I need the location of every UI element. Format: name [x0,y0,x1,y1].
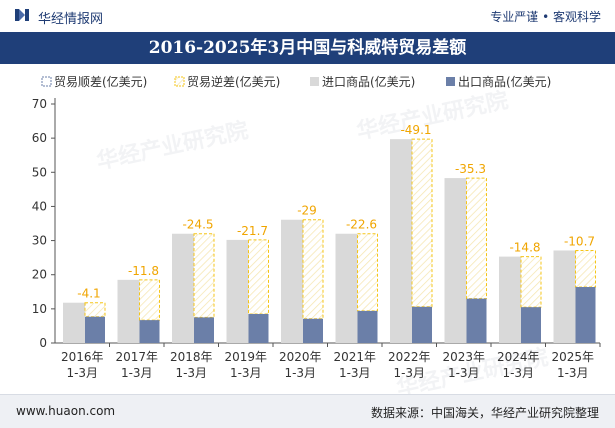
legend-label: 贸易逆差(亿美元) [187,74,280,89]
deficit-bar [357,233,378,312]
legend-swatch-import [310,77,319,86]
deficit-value-label: -10.7 [564,234,595,248]
export-bar [248,313,269,343]
import-bar [117,279,140,343]
deficit-value-label: -4.1 [77,287,100,301]
x-tick-label: 1-3月 [230,366,262,380]
y-tick-label: 60 [32,131,47,145]
import-bar [335,233,358,343]
export-bar [85,316,105,343]
y-tick-label: 0 [39,336,47,350]
brand-logo-icon [15,9,29,21]
x-tick-label: 2017年 [115,350,158,364]
y-tick-label: 10 [32,302,47,316]
export-bar [575,287,596,343]
brand-name: 华经情报网 [38,12,104,27]
x-tick-label: 1-3月 [393,366,425,380]
y-tick-label: 50 [32,165,47,179]
import-bar [281,219,303,343]
x-tick-label: 2020年 [279,350,322,364]
legend-label: 进口商品(亿美元) [322,74,415,89]
import-bar [553,250,576,343]
import-bar [390,139,412,343]
export-bar [521,307,541,343]
x-tick-label: 2021年 [333,350,376,364]
export-bar [412,306,432,343]
legend-label: 出口商品(亿美元) [458,74,551,89]
x-tick-label: 1-3月 [175,366,207,380]
deficit-value-label: -22.6 [346,218,377,232]
tagline: 专业严谨 • 客观科学 [490,10,601,24]
x-tick-label: 1-3月 [557,366,589,380]
deficit-bar [139,279,160,321]
x-tick-label: 2024年 [497,350,540,364]
import-bar [444,178,467,343]
deficit-value-label: -24.5 [182,218,213,232]
bar-chart: 贸易顺差(亿美元) 贸易逆差(亿美元) 进口商品(亿美元) 出口商品(亿美元) 0 10 2… [32,74,601,380]
x-tick-label: 2022年 [388,350,431,364]
import-bar [226,239,249,343]
x-tick-label: 2023年 [442,350,485,364]
deficit-value-label: -35.3 [455,162,486,176]
deficit-value-label: -11.8 [128,264,159,278]
deficit-bar [302,219,324,320]
deficit-bar [520,256,542,308]
site-url: www.huaon.com [16,404,116,418]
y-tick-label: 70 [32,97,47,111]
x-tick-label: 1-3月 [502,366,534,380]
deficit-bar [193,233,215,318]
deficit-bar [466,177,487,300]
deficit-bar [411,138,433,308]
export-bar [466,298,487,343]
x-tick-label: 2018年 [170,350,213,364]
top-bar: 华经情报网 专业严谨 • 客观科学 [0,0,615,32]
y-tick-label: 40 [32,199,47,213]
deficit-value-label: -21.7 [237,224,268,238]
import-bar [63,302,85,343]
deficit-value-label: -29 [297,204,317,218]
x-tick-label: 1-3月 [284,366,316,380]
legend-label: 贸易顺差(亿美元) [54,74,147,89]
x-tick-label: 1-3月 [66,366,98,380]
x-tick-label: 1-3月 [121,366,153,380]
x-tick-label: 1-3月 [448,366,480,380]
footer: www.huaon.com 数据来源：中国海关，华经产业研究院整理 [0,394,615,428]
data-source: 数据来源：中国海关，华经产业研究院整理 [370,406,599,420]
deficit-bar [248,239,269,315]
chart-title: 2016-2025年3月中国与科威特贸易差额 [0,32,615,64]
x-tick-label: 1-3月 [339,366,371,380]
x-tick-label: 2025年 [551,350,594,364]
y-tick-label: 30 [32,234,47,248]
deficit-bar [84,302,106,318]
legend-swatch-deficit [174,76,185,87]
x-tick-label: 2016年 [61,350,104,364]
legend-swatch-surplus [41,76,52,87]
y-tick-label: 20 [32,268,47,282]
legend-swatch-export [446,77,455,86]
deficit-value-label: -14.8 [509,241,540,255]
deficit-value-label: -49.1 [400,123,431,137]
export-bar [139,320,160,343]
export-bar [303,318,323,343]
deficit-bar [575,249,596,288]
export-bar [357,310,378,343]
import-bar [499,256,521,343]
export-bar [194,317,214,343]
x-tick-label: 2019年 [224,350,267,364]
import-bar [172,233,194,343]
